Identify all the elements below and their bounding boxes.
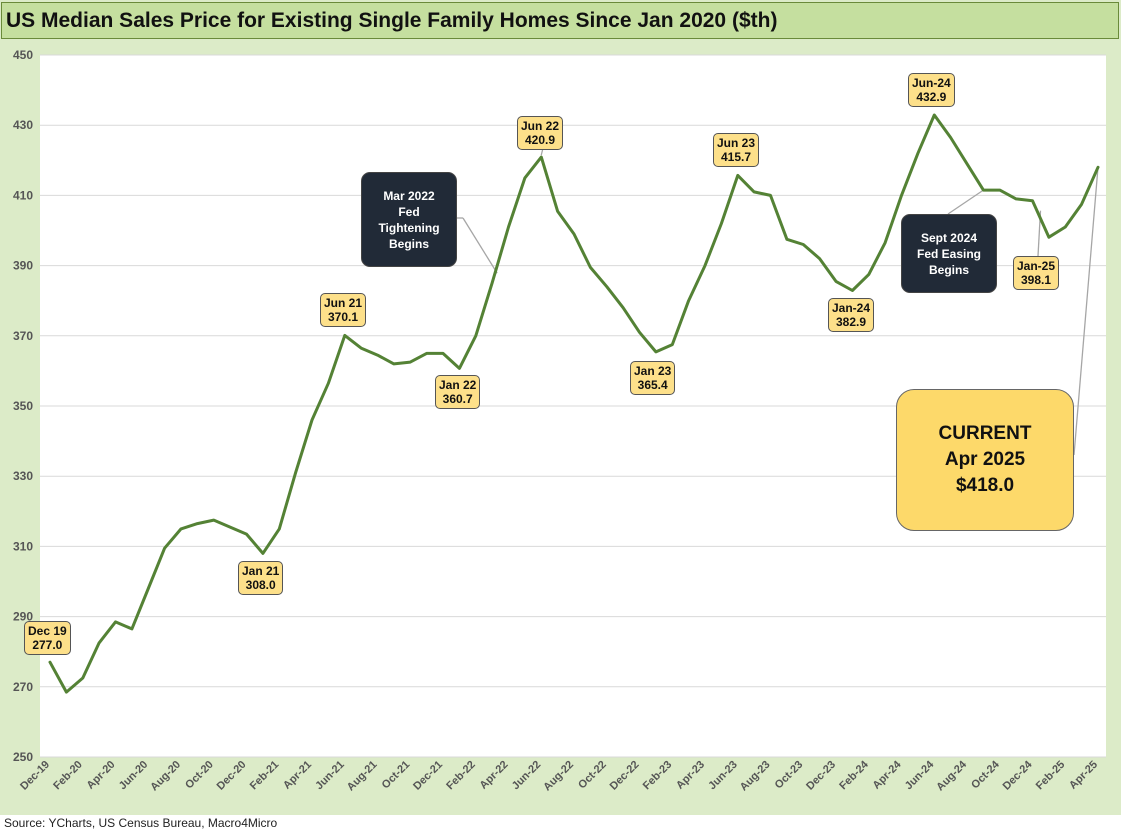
current-price: $418.0	[955, 475, 1015, 496]
fed-easing-line-3: Begins	[928, 262, 969, 277]
data-label-line: 415.7	[720, 150, 752, 164]
data-label-jan23: Jan 23 365.4	[630, 361, 676, 395]
data-label-jun22: Jun 22 420.9	[517, 116, 564, 150]
data-label-line: 308.0	[245, 578, 276, 592]
data-label-line: Dec 19	[28, 624, 67, 638]
x-tick-label: Dec-20	[215, 759, 249, 793]
data-label-line: Jun 21	[324, 296, 363, 310]
x-tick-label: Dec-23	[804, 759, 838, 793]
x-tick-label: Oct-23	[773, 759, 806, 792]
x-tick-label: Aug-21	[345, 759, 380, 794]
y-tick-label: 390	[13, 259, 33, 273]
x-tick-label: Jun-22	[510, 759, 544, 793]
current-leader	[1073, 167, 1099, 456]
data-label-jan22: Jan 22 360.7	[435, 375, 481, 409]
x-tick-label: Feb-20	[51, 759, 85, 793]
x-tick-label: Jun-21	[313, 759, 347, 793]
fed-tightening-line-1: Mar 2022	[383, 188, 435, 203]
y-tick-label: 410	[13, 188, 33, 202]
fed-easing-line-2: Fed Easing	[916, 246, 981, 261]
chart-title: US Median Sales Price for Existing Singl…	[6, 9, 778, 32]
fed-easing-line-1: Sept 2024	[920, 230, 978, 245]
x-tick-label: Dec-24	[1001, 758, 1036, 793]
x-tick-label: Apr-25	[1067, 759, 1100, 792]
data-label-line: Jan 23	[634, 364, 672, 378]
current-heading: CURRENT	[938, 423, 1032, 444]
x-tick-label: Apr-24	[870, 758, 904, 792]
y-tick-label: 370	[13, 329, 33, 343]
y-tick-label: 430	[13, 118, 33, 132]
x-tick-label: Oct-20	[183, 759, 216, 792]
fed-tightening-line-2: Fed	[398, 204, 420, 219]
data-label-line: Jun-24	[912, 76, 951, 90]
x-tick-label: Aug-20	[148, 759, 183, 794]
data-label-line: Jan-24	[832, 301, 871, 315]
x-tick-label: Jun-20	[117, 759, 151, 793]
x-tick-label: Feb-23	[641, 759, 675, 793]
x-tick-label: Feb-22	[444, 759, 478, 793]
x-tick-label: Feb-21	[248, 759, 282, 793]
data-label-line: Jun 23	[717, 136, 756, 150]
x-tick-label: Oct-24	[969, 758, 1002, 791]
y-tick-label: 330	[13, 469, 33, 483]
x-tick-label: Apr-22	[477, 759, 510, 792]
y-tick-label: 450	[13, 48, 33, 62]
current-value-callout: CURRENT Apr 2025 $418.0	[896, 389, 1074, 531]
data-label-line: Jun 22	[521, 119, 560, 133]
y-tick-label: 290	[13, 610, 33, 624]
fed-easing-callout: Sept 2024 Fed Easing Begins	[901, 214, 997, 293]
fed-tightening-leader	[462, 217, 498, 274]
fed-easing-leader	[947, 189, 984, 215]
data-label-jan25: Jan-25 398.1	[1013, 256, 1060, 290]
data-label-line: 420.9	[524, 133, 556, 147]
data-label-line: Jan 21	[242, 564, 280, 578]
data-label-jan24: Jan-24 382.9	[828, 298, 875, 332]
x-tick-label: Dec-21	[411, 759, 445, 793]
data-label-dec19: Dec 19 277.0	[24, 621, 71, 655]
x-tick-label: Oct-21	[380, 759, 413, 792]
x-tick-label: Apr-23	[674, 759, 707, 792]
x-tick-label: Feb-25	[1034, 759, 1068, 793]
x-tick-label: Oct-22	[576, 759, 609, 792]
current-date: Apr 2025	[944, 449, 1026, 470]
x-tick-label: Apr-21	[281, 759, 314, 792]
data-label-jun24: Jun-24 432.9	[908, 73, 955, 107]
y-tick-label: 270	[13, 680, 33, 694]
y-tick-label: 250	[13, 750, 33, 764]
fed-tightening-line-3: Tightening	[378, 220, 440, 235]
data-label-line: Jan 22	[439, 378, 477, 392]
fed-tightening-callout: Mar 2022 Fed Tightening Begins	[361, 172, 457, 267]
x-tick-label: Dec-22	[608, 759, 642, 793]
x-tick-label: Feb-24	[837, 758, 871, 792]
x-tick-label: Aug-23	[738, 759, 773, 794]
x-tick-label: Apr-20	[84, 759, 117, 792]
y-tick-label: 350	[13, 399, 33, 413]
y-tick-label: 310	[13, 539, 33, 553]
data-label-line: 382.9	[836, 315, 867, 329]
x-tick-label: Aug-22	[541, 759, 576, 794]
data-label-line: 370.1	[327, 310, 359, 324]
data-label-jun23: Jun 23 415.7	[713, 133, 760, 167]
data-label-line: 398.1	[1021, 273, 1052, 287]
fed-tightening-line-4: Begins	[388, 236, 429, 251]
data-label-line: 432.9	[916, 90, 947, 104]
source-note: Source: YCharts, US Census Bureau, Macro…	[4, 816, 278, 830]
x-tick-label: Aug-24	[934, 758, 969, 793]
data-label-jan21: Jan 21 308.0	[238, 561, 284, 595]
series-line	[48, 113, 1100, 694]
data-label-line: 277.0	[32, 638, 63, 652]
data-label-line: 360.7	[442, 392, 473, 406]
data-label-line: Jan-25	[1017, 259, 1056, 273]
chart-title-bar: US Median Sales Price for Existing Singl…	[1, 2, 1119, 39]
x-tick-label: Jun-23	[706, 759, 740, 793]
x-tick-label: Jun-24	[903, 758, 937, 792]
data-label-jun21: Jun 21 370.1	[320, 293, 367, 327]
data-label-line: 365.4	[637, 378, 668, 392]
